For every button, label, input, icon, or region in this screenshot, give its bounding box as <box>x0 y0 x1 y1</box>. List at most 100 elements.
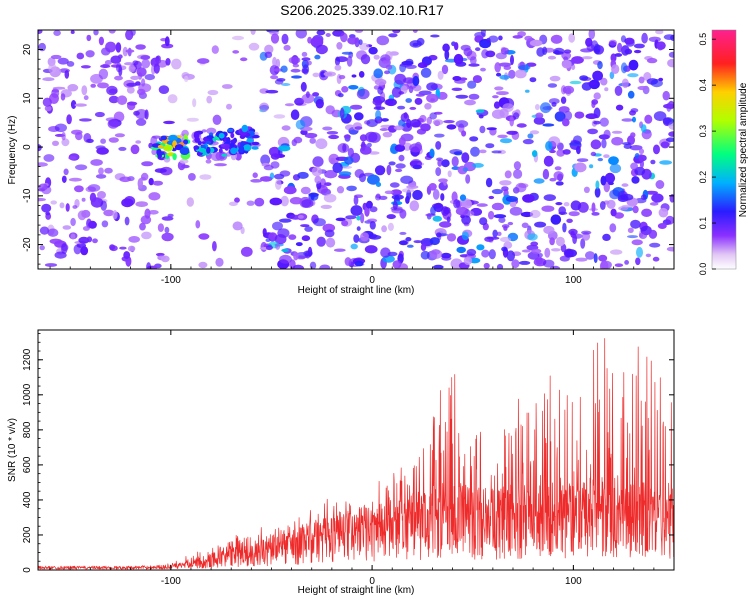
spectrogram-signal-cell <box>198 147 206 153</box>
spectrogram-cell <box>627 73 639 78</box>
spectrogram-x-tick-label: 100 <box>565 275 582 286</box>
spectrogram-cell <box>262 228 267 236</box>
spectrogram-cell <box>356 226 361 231</box>
spectrogram-cell <box>80 65 91 69</box>
spectrogram-cell <box>416 37 425 46</box>
spectrogram-cell <box>280 65 288 73</box>
spectrogram-cell <box>509 116 514 127</box>
spectrogram-cell <box>645 190 658 195</box>
spectrogram-cell <box>90 83 96 88</box>
spectrogram-cell <box>413 240 423 244</box>
spectrogram-cell <box>165 58 171 66</box>
spectrogram-cell <box>199 174 212 180</box>
spectrogram-cell <box>81 85 88 96</box>
spectrogram-cell <box>594 187 601 198</box>
spectrogram-cell <box>428 183 437 191</box>
spectrogram-cell <box>604 172 616 184</box>
spectrogram-cell <box>620 35 627 43</box>
spectrogram-cell <box>62 225 72 230</box>
spectrogram-cell <box>132 60 139 66</box>
spectrogram-cell <box>614 53 623 57</box>
spectrogram-cell <box>228 201 238 206</box>
spectrogram-cell <box>614 212 624 219</box>
spectrogram-cell <box>398 136 406 146</box>
spectrogram-cell <box>137 178 143 189</box>
spectrogram-cell <box>382 60 390 64</box>
spectrogram-cell <box>480 30 486 37</box>
spectrogram-cell <box>555 236 565 247</box>
spectrogram-cell <box>389 182 400 188</box>
spectrogram-frame <box>37 29 675 270</box>
spectrogram-cell <box>232 50 240 54</box>
spectrogram-cell <box>615 104 624 111</box>
spectrogram-cell <box>313 218 326 227</box>
spectrogram-cell <box>360 146 372 155</box>
spectrogram-signal-cell <box>238 145 245 153</box>
spectrogram-cell <box>394 144 406 152</box>
spectrogram-cell <box>64 70 70 79</box>
spectrogram-cell <box>121 198 134 208</box>
figure-title: S206.2025.339.02.10.R17 <box>280 2 444 18</box>
spectrogram-cell <box>641 32 648 44</box>
spectrogram-cell <box>438 178 448 183</box>
spectrogram-cell <box>433 202 444 213</box>
spectrogram-cell <box>656 41 666 50</box>
spectrogram-cell <box>325 237 336 248</box>
colorbar-tick-label: 0.1 <box>698 217 708 230</box>
spectrogram-cell <box>409 106 417 110</box>
spectrogram-signal-cell <box>224 144 229 151</box>
spectrogram-cell <box>43 154 55 162</box>
spectrogram-cell <box>499 236 512 243</box>
spectrogram-cell <box>591 99 599 105</box>
spectrogram-cell <box>480 67 486 72</box>
spectrogram-cell <box>630 108 639 113</box>
spectrogram-cell <box>430 206 436 216</box>
spectrogram-cell <box>198 261 208 269</box>
spectrogram-cell <box>137 88 146 96</box>
colorbar-tick-label: 0.4 <box>698 79 708 92</box>
spectrogram-cell <box>79 118 92 122</box>
spectrogram-cell <box>114 75 123 81</box>
spectrogram-cell <box>366 119 378 128</box>
spectrogram-cell <box>564 49 572 54</box>
spectrogram-cell <box>108 95 119 104</box>
spectrogram-cell <box>275 243 281 250</box>
spectrogram-cell <box>293 136 303 144</box>
spectrogram-cell <box>186 197 194 207</box>
spectrogram-cell <box>78 236 90 244</box>
spectrogram-cell <box>498 62 512 67</box>
spectrogram-cell <box>274 234 287 245</box>
spectrogram-cell <box>483 262 490 269</box>
spectrogram-cell <box>397 105 406 110</box>
spectrogram-cell <box>103 209 115 217</box>
spectrogram-cell <box>275 179 282 190</box>
spectrogram-cell <box>506 130 518 135</box>
spectrogram-cell <box>510 54 514 66</box>
spectrogram-cell <box>366 142 372 148</box>
spectrogram-cell <box>621 78 629 89</box>
spectrogram-cell <box>380 247 391 258</box>
spectrogram-cell <box>354 112 364 121</box>
spectrogram-cell <box>106 85 118 96</box>
spectrogram-cell <box>486 127 497 131</box>
spectrogram-cell <box>609 223 617 233</box>
spectrogram-cell <box>107 119 119 129</box>
spectrogram-cell <box>340 32 348 43</box>
spectrogram-cell <box>667 58 674 68</box>
spectrogram-cell <box>302 64 310 75</box>
spectrogram-cell <box>385 64 393 70</box>
colorbar-ticks: 0.0 0.1 0.2 0.3 0.4 0.5 <box>698 33 716 275</box>
snr-y-axis: 0 200 400 600 800 1000 1200 <box>22 333 674 573</box>
spectrogram-cell <box>124 216 130 226</box>
spectrogram-cell <box>465 174 471 184</box>
spectrogram-cell <box>279 170 291 177</box>
spectrogram-cell <box>569 80 582 85</box>
spectrogram-cell <box>195 220 201 229</box>
spectrogram-cell <box>400 175 414 184</box>
spectrogram-cell <box>614 85 623 97</box>
spectrogram-cell <box>553 171 564 181</box>
spectrogram-cell <box>665 137 674 142</box>
spectrogram-cell <box>74 185 84 193</box>
spectrogram-cell <box>264 44 274 54</box>
spectrogram-cell <box>555 202 563 206</box>
